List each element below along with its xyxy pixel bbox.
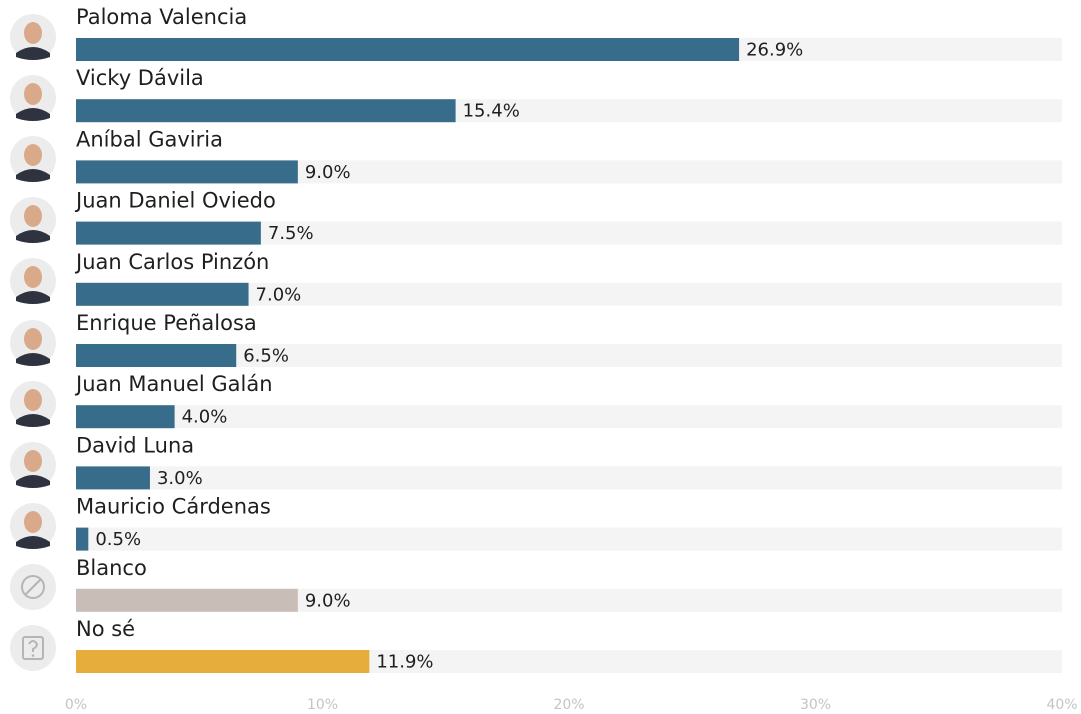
category-label: Juan Carlos Pinzón bbox=[74, 250, 269, 274]
category-label: Juan Manuel Galán bbox=[74, 372, 273, 396]
avatar bbox=[10, 258, 56, 304]
category-label: Juan Daniel Oviedo bbox=[74, 189, 276, 213]
blank-icon bbox=[10, 564, 56, 610]
x-tick-label: 0% bbox=[65, 697, 87, 713]
bar-track bbox=[76, 405, 1062, 429]
x-tick-label: 40% bbox=[1046, 697, 1077, 713]
bar bbox=[76, 38, 740, 61]
category-label: Vicky Dávila bbox=[76, 66, 204, 90]
bar bbox=[76, 99, 456, 123]
avatar bbox=[10, 320, 56, 366]
value-label: 6.5% bbox=[243, 346, 289, 367]
bar-track bbox=[76, 466, 1062, 490]
x-tick-label: 10% bbox=[307, 697, 338, 713]
value-label: 4.0% bbox=[182, 407, 228, 428]
bar bbox=[76, 160, 298, 184]
bar bbox=[76, 221, 261, 245]
avatar bbox=[10, 442, 56, 488]
value-label: 9.0% bbox=[305, 162, 351, 183]
avatar bbox=[10, 14, 56, 60]
avatar bbox=[10, 503, 56, 549]
category-label: Blanco bbox=[76, 556, 147, 580]
bar-track bbox=[76, 588, 1062, 612]
bar bbox=[76, 405, 175, 429]
value-label: 11.9% bbox=[376, 652, 433, 673]
unknown-icon bbox=[10, 625, 56, 671]
category-label: David Luna bbox=[76, 433, 194, 457]
x-tick-label: 30% bbox=[800, 697, 831, 713]
bar bbox=[76, 527, 89, 551]
category-label: Enrique Peñalosa bbox=[76, 311, 257, 335]
value-label: 7.0% bbox=[256, 284, 302, 305]
bar-track bbox=[76, 344, 1062, 367]
category-label: Paloma Valencia bbox=[76, 5, 247, 29]
value-label: 15.4% bbox=[463, 101, 520, 122]
bar-track bbox=[76, 160, 1062, 184]
avatar bbox=[10, 381, 56, 427]
bar-track bbox=[76, 527, 1062, 551]
value-label: 26.9% bbox=[746, 40, 803, 61]
bar-track bbox=[76, 282, 1062, 306]
avatar bbox=[10, 75, 56, 121]
bar bbox=[76, 344, 237, 367]
value-label: 0.5% bbox=[95, 529, 141, 550]
avatar bbox=[10, 136, 56, 182]
x-tick-label: 20% bbox=[553, 697, 584, 713]
category-label: Mauricio Cárdenas bbox=[76, 495, 271, 519]
bar bbox=[76, 282, 249, 306]
avatars bbox=[10, 14, 56, 671]
bar bbox=[76, 650, 370, 673]
bar bbox=[76, 588, 298, 612]
category-label: No sé bbox=[76, 617, 135, 641]
bar bbox=[76, 466, 150, 490]
avatar bbox=[10, 197, 56, 243]
value-label: 9.0% bbox=[305, 590, 351, 611]
value-label: 7.5% bbox=[268, 223, 314, 244]
value-label: 3.0% bbox=[157, 468, 203, 489]
bar-track bbox=[76, 221, 1062, 245]
category-label: Aníbal Gaviria bbox=[76, 127, 223, 151]
